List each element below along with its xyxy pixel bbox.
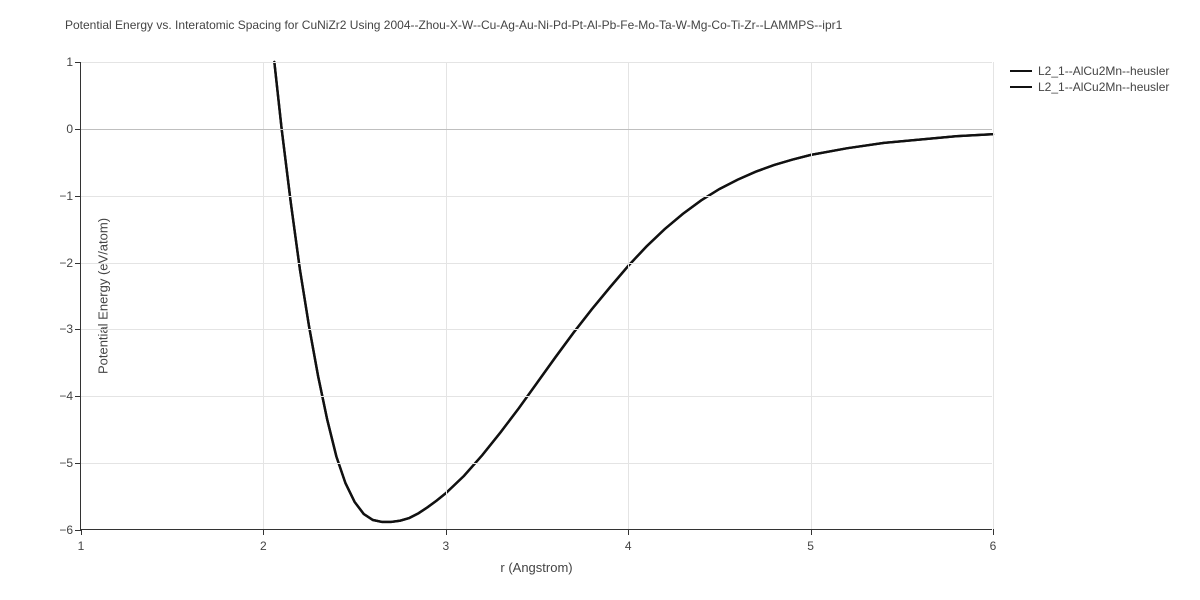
- y-axis-title: Potential Energy (eV/atom): [96, 217, 111, 373]
- x-tick-label: 6: [990, 539, 997, 553]
- grid-vertical: [628, 62, 629, 529]
- x-tick-label: 2: [260, 539, 267, 553]
- y-tick: [75, 263, 81, 264]
- legend-label: L2_1--AlCu2Mn--heusler: [1038, 80, 1169, 94]
- series-line-1: [274, 62, 993, 522]
- grid-horizontal: [81, 263, 992, 264]
- y-tick-label: −2: [53, 256, 73, 270]
- x-tick: [811, 529, 812, 535]
- x-tick: [263, 529, 264, 535]
- grid-horizontal: [81, 329, 992, 330]
- grid-horizontal: [81, 196, 992, 197]
- legend-swatch: [1010, 70, 1032, 72]
- y-tick: [75, 396, 81, 397]
- x-tick-label: 1: [78, 539, 85, 553]
- y-tick: [75, 196, 81, 197]
- y-tick-label: 0: [53, 122, 73, 136]
- x-tick: [628, 529, 629, 535]
- chart-plot-area: r (Angstrom) Potential Energy (eV/atom) …: [80, 62, 992, 530]
- y-tick: [75, 530, 81, 531]
- legend-swatch: [1010, 86, 1032, 88]
- x-tick: [446, 529, 447, 535]
- x-tick-label: 4: [625, 539, 632, 553]
- chart-title: Potential Energy vs. Interatomic Spacing…: [65, 18, 842, 32]
- grid-vertical: [263, 62, 264, 529]
- chart-svg: [81, 62, 993, 530]
- legend-item[interactable]: L2_1--AlCu2Mn--heusler: [1010, 64, 1169, 78]
- zero-line: [81, 129, 992, 130]
- x-tick: [993, 529, 994, 535]
- x-tick: [81, 529, 82, 535]
- y-tick-label: −5: [53, 456, 73, 470]
- y-tick: [75, 329, 81, 330]
- chart-legend: L2_1--AlCu2Mn--heusler L2_1--AlCu2Mn--heu…: [1010, 64, 1169, 96]
- series-line-0: [274, 62, 993, 522]
- grid-horizontal: [81, 463, 992, 464]
- y-tick-label: −6: [53, 523, 73, 537]
- grid-vertical: [993, 62, 994, 529]
- y-tick: [75, 129, 81, 130]
- y-tick: [75, 463, 81, 464]
- x-axis-title: r (Angstrom): [500, 560, 572, 575]
- legend-item[interactable]: L2_1--AlCu2Mn--heusler: [1010, 80, 1169, 94]
- grid-vertical: [811, 62, 812, 529]
- grid-vertical: [446, 62, 447, 529]
- legend-label: L2_1--AlCu2Mn--heusler: [1038, 64, 1169, 78]
- y-tick-label: −1: [53, 189, 73, 203]
- y-tick-label: −3: [53, 322, 73, 336]
- y-tick-label: 1: [53, 55, 73, 69]
- y-tick-label: −4: [53, 389, 73, 403]
- y-tick: [75, 62, 81, 63]
- x-tick-label: 5: [807, 539, 814, 553]
- grid-horizontal: [81, 396, 992, 397]
- x-tick-label: 3: [442, 539, 449, 553]
- grid-horizontal: [81, 62, 992, 63]
